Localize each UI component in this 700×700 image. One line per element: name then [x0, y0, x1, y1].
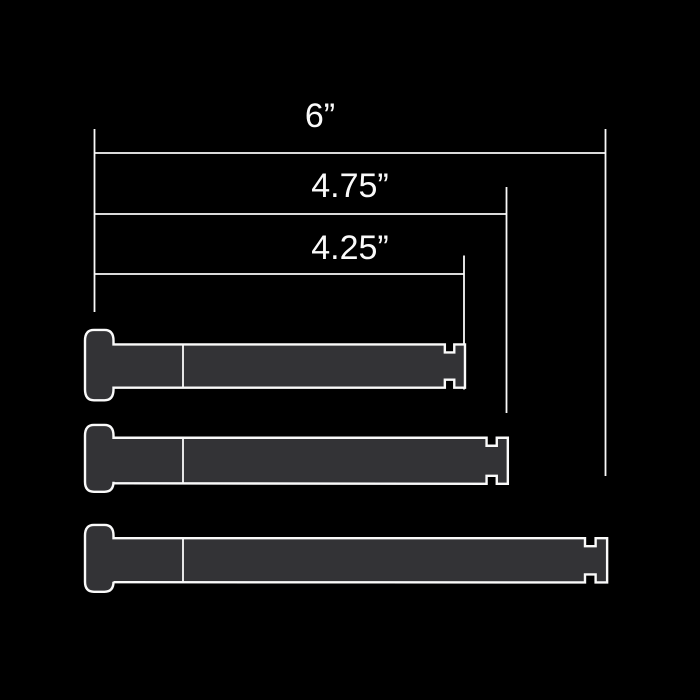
svg-text:4.25”: 4.25” [311, 229, 389, 267]
svg-text:6”: 6” [305, 97, 335, 135]
svg-text:4.75”: 4.75” [311, 167, 389, 205]
